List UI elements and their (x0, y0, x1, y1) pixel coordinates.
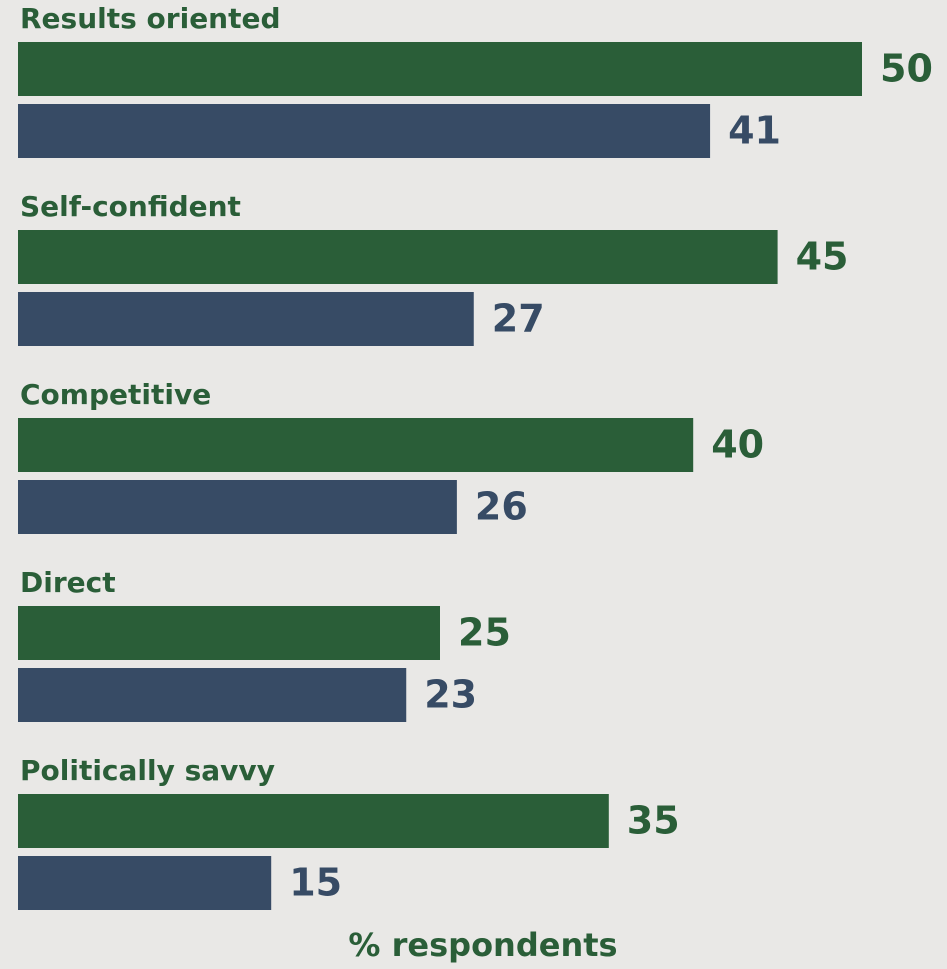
value-label: 23 (424, 673, 477, 717)
bar (18, 104, 711, 158)
value-label: 45 (796, 235, 849, 279)
category-label: Politically savvy (20, 754, 275, 787)
value-label: 41 (728, 109, 781, 153)
bar (18, 606, 440, 660)
value-label: 15 (289, 861, 342, 905)
value-label: 50 (880, 47, 933, 91)
category-label: Competitive (20, 378, 211, 411)
value-label: 26 (475, 485, 528, 529)
category-label: Results oriented (20, 2, 281, 35)
bar (18, 856, 272, 910)
bar (18, 668, 407, 722)
category-label: Self-confident (20, 190, 241, 223)
bar (18, 42, 862, 96)
bar (18, 292, 474, 346)
x-axis-label: % respondents (348, 926, 617, 964)
value-label: 40 (711, 423, 764, 467)
value-label: 25 (458, 611, 511, 655)
bar (18, 230, 778, 284)
category-label: Direct (20, 566, 116, 599)
value-label: 27 (492, 297, 545, 341)
value-label: 35 (627, 799, 680, 843)
bar (18, 418, 694, 472)
bar (18, 480, 457, 534)
bar (18, 794, 609, 848)
